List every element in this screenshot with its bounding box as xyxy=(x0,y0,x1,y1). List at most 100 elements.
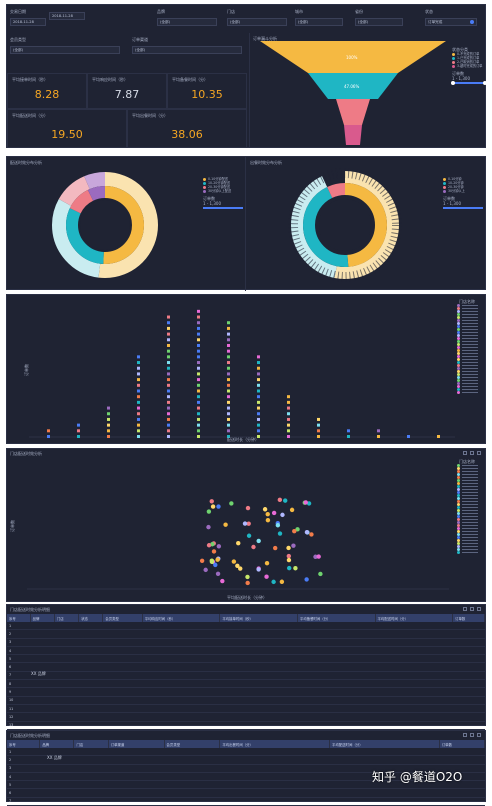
table-row[interactable]: 12 xyxy=(7,712,485,722)
legend-item[interactable] xyxy=(457,464,485,467)
column-header[interactable]: 平均配送时间（分） xyxy=(375,614,454,622)
legend-item[interactable] xyxy=(457,349,485,352)
legend-item[interactable] xyxy=(457,467,485,470)
column-header[interactable]: 序号 xyxy=(7,740,41,748)
column-header[interactable]: 会员类型 xyxy=(164,740,221,748)
table-row[interactable]: 6 xyxy=(7,662,485,672)
legend-item[interactable] xyxy=(457,521,485,524)
column-header[interactable]: 平均接单时间（秒） xyxy=(219,614,298,622)
legend-item[interactable] xyxy=(457,358,485,361)
export-icon[interactable] xyxy=(463,733,467,737)
export-icon[interactable] xyxy=(463,607,467,611)
donut-left-slider[interactable] xyxy=(203,207,243,209)
legend-item[interactable] xyxy=(457,307,485,310)
column-header[interactable]: 订单数 xyxy=(452,614,485,622)
legend-item[interactable] xyxy=(457,548,485,551)
legend-item[interactable] xyxy=(457,503,485,506)
table-row[interactable]: 3 xyxy=(7,638,485,647)
legend-item[interactable] xyxy=(457,533,485,536)
legend-item[interactable] xyxy=(457,313,485,316)
legend-item[interactable] xyxy=(457,391,485,394)
legend-item[interactable] xyxy=(457,385,485,388)
legend-item[interactable] xyxy=(457,542,485,545)
order-channel-filter[interactable]: 订单渠道 (全部) xyxy=(132,37,242,61)
legend-item[interactable] xyxy=(457,364,485,367)
legend-item[interactable] xyxy=(457,506,485,509)
legend-item[interactable] xyxy=(457,488,485,491)
legend-item[interactable] xyxy=(457,334,485,337)
legend-item[interactable] xyxy=(457,518,485,521)
table-row[interactable]: 8 xyxy=(7,679,485,689)
legend-item[interactable] xyxy=(457,539,485,542)
column-header[interactable]: 订单数 xyxy=(439,740,486,748)
legend-item[interactable] xyxy=(457,376,485,379)
table-row[interactable]: 2 xyxy=(7,755,485,765)
column-header[interactable]: 会员类型 xyxy=(102,614,143,622)
legend-item[interactable] xyxy=(457,379,485,382)
column-header[interactable]: 平均响应时间（秒） xyxy=(142,614,221,622)
filter-icon[interactable] xyxy=(470,451,474,455)
slider-handle-right[interactable] xyxy=(483,81,487,85)
legend-item[interactable] xyxy=(457,524,485,527)
legend-item[interactable] xyxy=(457,337,485,340)
legend-item[interactable] xyxy=(457,536,485,539)
menu-icon[interactable] xyxy=(477,607,481,611)
table-row[interactable]: 4 xyxy=(7,772,485,782)
legend-item[interactable] xyxy=(457,370,485,373)
legend-item[interactable] xyxy=(457,551,485,554)
legend-item[interactable] xyxy=(457,500,485,503)
legend-item[interactable] xyxy=(457,304,485,307)
legend-item[interactable] xyxy=(457,476,485,479)
legend-item[interactable] xyxy=(457,494,485,497)
province-filter[interactable]: 省份 (全部) xyxy=(355,9,403,33)
column-header[interactable]: 门店 xyxy=(54,614,80,622)
table-row[interactable]: 1 xyxy=(7,622,485,631)
legend-item[interactable] xyxy=(457,530,485,533)
legend-item[interactable] xyxy=(457,328,485,331)
legend-item[interactable] xyxy=(457,367,485,370)
legend-item[interactable] xyxy=(457,482,485,485)
table-row[interactable]: 3 xyxy=(7,764,485,773)
column-header[interactable]: 平均备餐时间（分） xyxy=(297,614,376,622)
table-row[interactable]: 2 xyxy=(7,629,485,639)
legend-item[interactable] xyxy=(457,512,485,515)
date-end-filter[interactable]: 2018-11-28 xyxy=(49,9,85,33)
column-header[interactable]: 品牌 xyxy=(30,614,55,622)
legend-item[interactable] xyxy=(457,479,485,482)
table-row[interactable]: 13 xyxy=(7,721,485,730)
legend-item[interactable] xyxy=(457,497,485,500)
legend-item[interactable] xyxy=(457,361,485,364)
table-row[interactable]: 5 xyxy=(7,654,485,664)
legend-item[interactable] xyxy=(457,310,485,313)
legend-item[interactable] xyxy=(457,340,485,343)
column-header[interactable]: 品牌 xyxy=(39,740,75,748)
legend-item[interactable] xyxy=(457,343,485,346)
legend-item[interactable] xyxy=(457,473,485,476)
table-row[interactable]: 7 xyxy=(7,671,485,681)
legend-item[interactable] xyxy=(457,515,485,518)
member-type-filter[interactable]: 会员类型 (全部) xyxy=(10,37,120,61)
column-header[interactable]: 平均配送时间（分） xyxy=(329,740,440,748)
legend-item[interactable] xyxy=(457,470,485,473)
legend-item[interactable] xyxy=(457,331,485,334)
legend-item[interactable] xyxy=(457,325,485,328)
order-count-slider[interactable] xyxy=(451,81,487,85)
legend-item[interactable] xyxy=(457,485,485,488)
city-filter[interactable]: 城市 (全部) xyxy=(295,9,343,33)
zoom-icon[interactable] xyxy=(463,451,467,455)
download-icon[interactable] xyxy=(477,451,481,455)
legend-item[interactable] xyxy=(457,527,485,530)
date-start-filter[interactable]: 交易日期 2018-11-28 xyxy=(10,9,46,33)
brand-filter[interactable]: 品牌 (全部) xyxy=(157,9,217,33)
table-row[interactable]: 9 xyxy=(7,687,485,697)
status-filter[interactable]: 状态 订单完成 xyxy=(425,9,477,33)
column-header[interactable]: 订单渠道 xyxy=(108,740,165,748)
legend-item[interactable] xyxy=(457,373,485,376)
donut-right-slider[interactable] xyxy=(443,207,483,209)
legend-item[interactable] xyxy=(457,509,485,512)
legend-item[interactable] xyxy=(457,545,485,548)
table-row[interactable]: 6 xyxy=(7,788,485,798)
legend-item[interactable] xyxy=(457,355,485,358)
table-row[interactable]: 7 xyxy=(7,797,485,806)
column-header[interactable]: 序号 xyxy=(7,614,31,622)
